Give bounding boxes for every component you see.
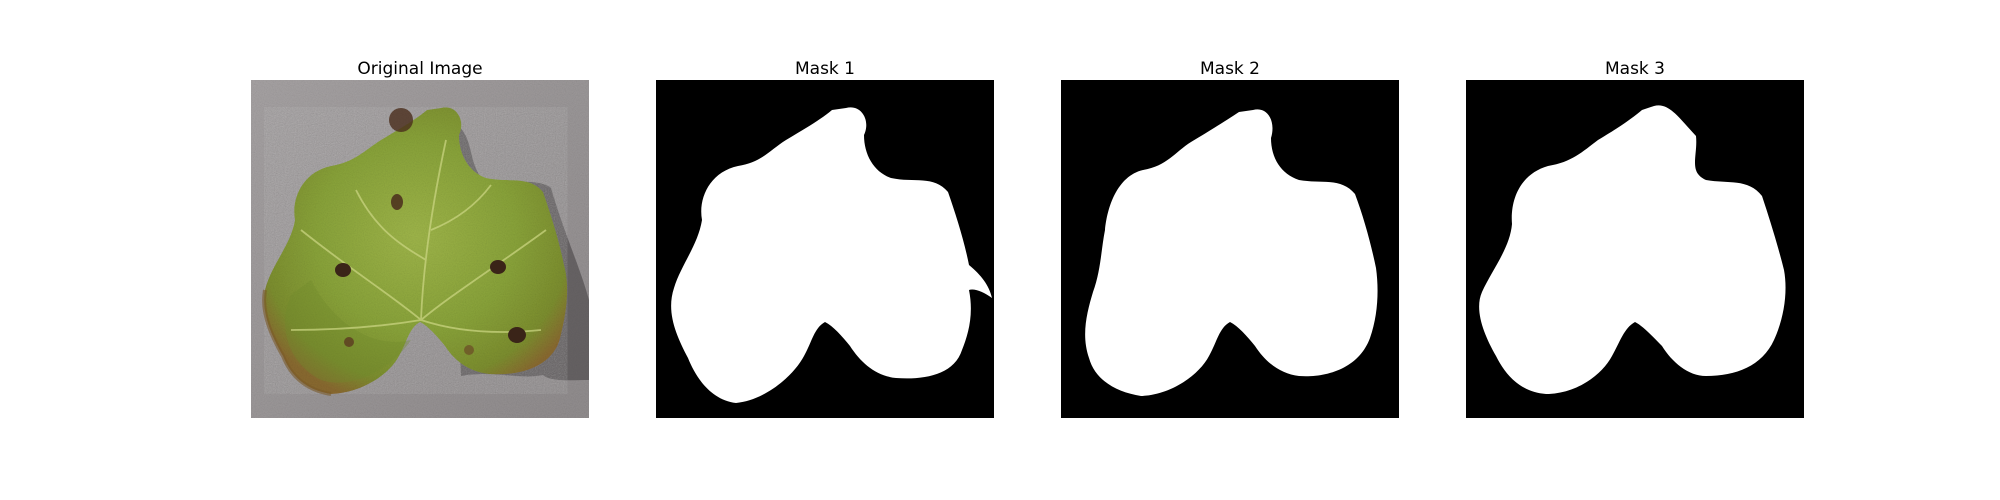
panel-mask-2: Mask 2 bbox=[1061, 58, 1399, 418]
original-image-frame bbox=[251, 80, 589, 418]
leaf-brown-edge bbox=[262, 289, 332, 396]
panel-title-mask-2: Mask 2 bbox=[1199, 59, 1260, 79]
panel-original-image: Original Image bbox=[251, 58, 589, 418]
mask-3-image bbox=[1466, 80, 1804, 418]
panel-mask-1: Mask 1 bbox=[656, 58, 994, 418]
mask-1-foreground bbox=[671, 107, 992, 404]
panel-title-original: Original Image bbox=[357, 59, 483, 79]
panel-title-mask-3: Mask 3 bbox=[1604, 59, 1665, 79]
leaf-body bbox=[264, 107, 568, 395]
mask-1-frame bbox=[656, 80, 994, 418]
leaf-lesions bbox=[335, 108, 526, 355]
mask-3-foreground bbox=[1479, 105, 1786, 394]
mask-2-image bbox=[1061, 80, 1399, 418]
mask-3-frame bbox=[1466, 80, 1804, 418]
panel-title-mask-1: Mask 1 bbox=[794, 59, 855, 79]
mask-3-speck bbox=[1680, 181, 1684, 185]
mask-1-image bbox=[656, 80, 994, 418]
leaf-shading bbox=[285, 280, 411, 383]
mask-2-foreground bbox=[1085, 109, 1378, 396]
leaf-veins bbox=[290, 139, 547, 333]
mask-2-frame bbox=[1061, 80, 1399, 418]
original-leaf-image bbox=[251, 80, 589, 418]
panel-mask-3: Mask 3 bbox=[1466, 58, 1804, 418]
